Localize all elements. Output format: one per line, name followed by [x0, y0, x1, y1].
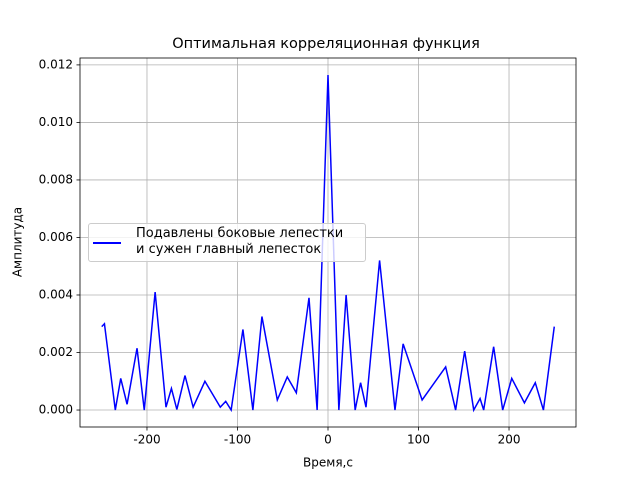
x-tick-label: 100 [407, 433, 430, 447]
y-axis-label: Амплитуда [11, 207, 25, 277]
x-axis-label: Время,с [303, 456, 353, 470]
y-tick-label: 0.010 [39, 115, 73, 129]
legend-label: Подавлены боковые лепестки и сужен главн… [136, 226, 344, 257]
y-tick-label: 0.008 [39, 172, 73, 186]
y-tick-label: 0.002 [39, 345, 73, 359]
x-tick-label: 200 [498, 433, 521, 447]
data-line [101, 74, 556, 413]
x-tick-label: -200 [133, 433, 160, 447]
chart-title: Оптимальная корреляционная функция [172, 36, 480, 52]
plot-frame [79, 57, 577, 428]
legend-swatch [93, 242, 121, 244]
legend: Подавлены боковые лепестки и сужен главн… [88, 223, 366, 262]
y-tick-label: 0.000 [39, 403, 73, 417]
x-tick-label: 0 [324, 433, 332, 447]
y-tick-label: 0.004 [39, 287, 73, 301]
x-tick-label: -100 [224, 433, 251, 447]
y-tick-label: 0.012 [39, 57, 73, 71]
y-tick-label: 0.006 [39, 230, 73, 244]
